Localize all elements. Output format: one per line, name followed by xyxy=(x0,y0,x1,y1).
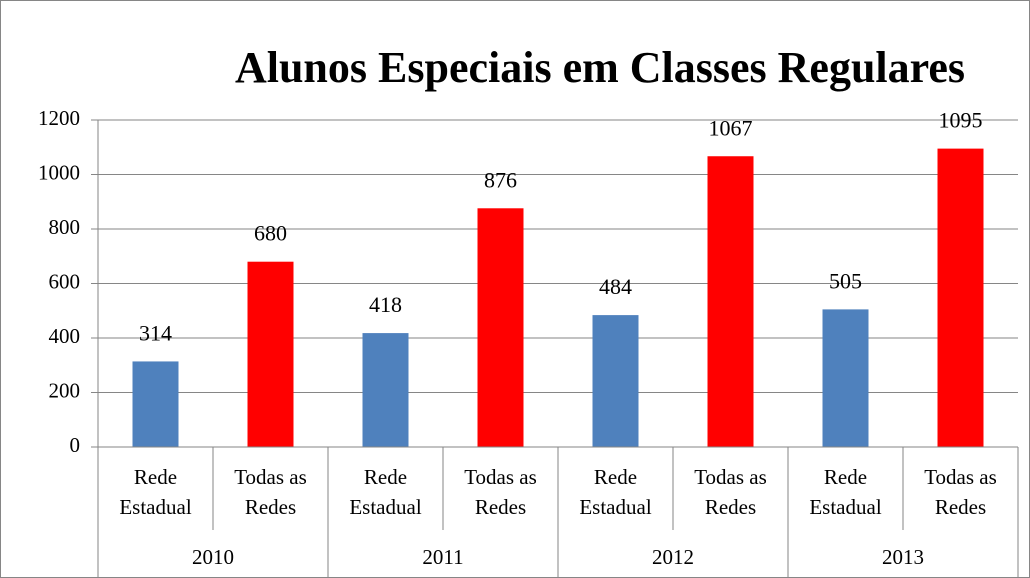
y-tick-label: 0 xyxy=(70,433,81,457)
x-tick-label: Rede Estadual xyxy=(579,465,652,519)
bar xyxy=(822,309,869,447)
y-tick-label: 1200 xyxy=(38,106,80,130)
value-label: 418 xyxy=(369,292,402,317)
y-tick-label: 200 xyxy=(49,378,81,402)
x-tick-label: Todas as Redes xyxy=(464,465,537,519)
x-tick-label: Todas as Redes xyxy=(924,465,997,519)
bar xyxy=(247,261,294,447)
y-tick-label: 400 xyxy=(49,324,81,348)
x-tick-label: Todas as Redes xyxy=(694,465,767,519)
value-label: 1095 xyxy=(939,108,983,133)
x-group-label: 2010 xyxy=(192,545,234,569)
value-label: 680 xyxy=(254,221,287,246)
chart-title: Alunos Especiais em Classes Regulares xyxy=(235,43,965,92)
x-group-label: 2013 xyxy=(882,545,924,569)
x-tick-label: Todas as Redes xyxy=(234,465,307,519)
bar xyxy=(132,361,179,447)
x-group-label: 2011 xyxy=(422,545,463,569)
bar xyxy=(937,148,984,448)
value-label: 876 xyxy=(484,167,517,192)
x-tick-label: Rede Estadual xyxy=(349,465,422,519)
value-label: 1067 xyxy=(709,115,753,140)
value-label: 314 xyxy=(139,320,172,345)
value-label: 505 xyxy=(829,268,862,293)
x-tick-label: Rede Estadual xyxy=(119,465,192,519)
bar xyxy=(477,208,524,447)
x-group-label: 2012 xyxy=(652,545,694,569)
bar xyxy=(592,315,639,447)
value-label: 484 xyxy=(599,274,632,299)
bar xyxy=(707,156,754,447)
bar xyxy=(362,333,409,447)
y-tick-label: 800 xyxy=(49,215,81,239)
y-tick-label: 1000 xyxy=(38,160,80,184)
x-tick-label: Rede Estadual xyxy=(809,465,882,519)
y-tick-label: 600 xyxy=(49,269,81,293)
